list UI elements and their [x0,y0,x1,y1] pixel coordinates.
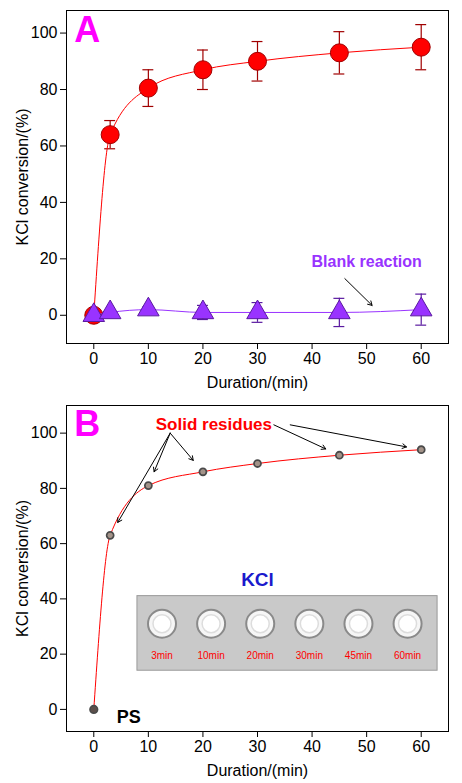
svg-text:40: 40 [303,350,321,367]
svg-text:60: 60 [412,738,430,755]
svg-text:20min: 20min [247,650,274,661]
svg-text:Solid residues: Solid residues [156,415,272,434]
svg-text:20: 20 [194,350,212,367]
svg-text:0: 0 [49,701,58,718]
svg-text:100: 100 [31,424,58,441]
svg-text:Blank reaction: Blank reaction [312,253,422,270]
svg-text:PS: PS [117,707,141,727]
svg-text:KCl conversion/(%): KCl conversion/(%) [14,109,31,246]
svg-text:60: 60 [40,137,58,154]
svg-text:40: 40 [40,590,58,607]
svg-text:Duration/(min): Duration/(min) [207,762,308,779]
svg-text:A: A [74,9,100,50]
svg-text:B: B [74,403,100,444]
svg-text:45min: 45min [345,650,372,661]
svg-text:0: 0 [49,306,58,323]
svg-text:60min: 60min [394,650,421,661]
svg-text:10: 10 [139,350,157,367]
svg-text:KCl conversion/(%): KCl conversion/(%) [14,500,31,637]
svg-text:40: 40 [40,194,58,211]
svg-text:60: 60 [40,535,58,552]
svg-text:40: 40 [303,738,321,755]
svg-text:50: 50 [358,350,376,367]
svg-text:100: 100 [31,24,58,41]
svg-text:30min: 30min [296,650,323,661]
svg-text:80: 80 [40,81,58,98]
svg-text:80: 80 [40,480,58,497]
svg-text:10min: 10min [197,650,224,661]
svg-text:Duration/(min): Duration/(min) [207,374,308,391]
svg-text:10: 10 [139,738,157,755]
svg-text:20: 20 [40,645,58,662]
svg-text:KCl: KCl [241,569,274,590]
svg-text:20: 20 [40,250,58,267]
svg-text:0: 0 [89,350,98,367]
svg-text:50: 50 [358,738,376,755]
svg-text:3min: 3min [151,650,173,661]
svg-text:0: 0 [89,738,98,755]
svg-text:60: 60 [412,350,430,367]
svg-text:30: 30 [249,350,267,367]
svg-text:20: 20 [194,738,212,755]
svg-text:30: 30 [249,738,267,755]
